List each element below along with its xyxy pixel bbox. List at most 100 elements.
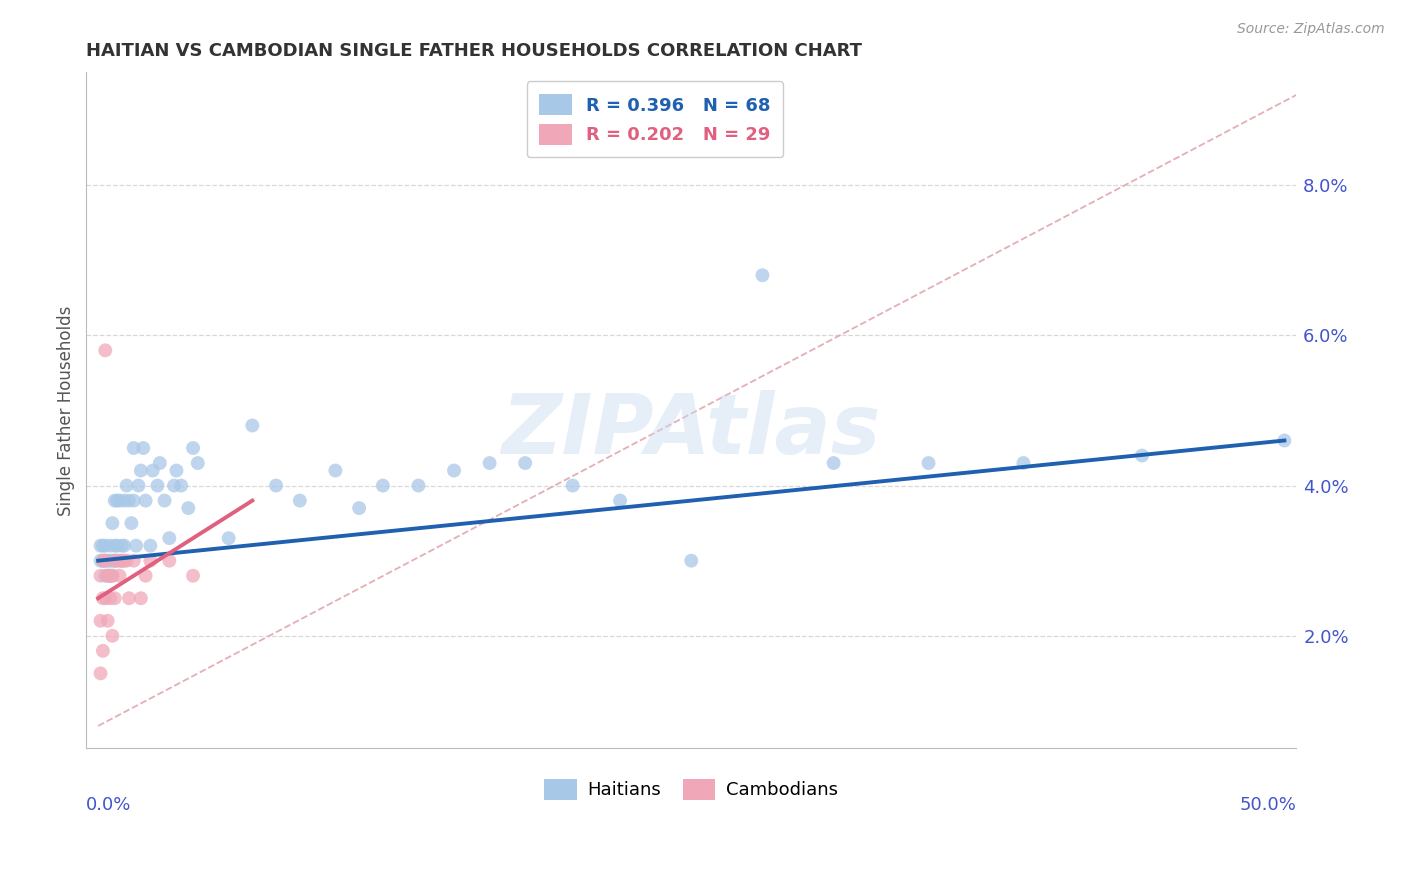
Point <box>97 554 120 568</box>
Point <box>108 493 131 508</box>
Point <box>1130 449 1153 463</box>
Point <box>561 478 583 492</box>
Point <box>146 478 169 492</box>
Point <box>157 554 180 568</box>
Point <box>1274 434 1296 448</box>
Point <box>264 478 287 492</box>
Point <box>609 493 631 508</box>
Point <box>823 456 845 470</box>
Point <box>98 568 121 582</box>
Point <box>94 554 117 568</box>
Point <box>91 554 114 568</box>
Point <box>112 554 135 568</box>
Point <box>122 493 145 508</box>
Point <box>115 478 138 492</box>
Y-axis label: Single Father Households: Single Father Households <box>58 305 75 516</box>
Point <box>89 666 111 681</box>
Text: HAITIAN VS CAMBODIAN SINGLE FATHER HOUSEHOLDS CORRELATION CHART: HAITIAN VS CAMBODIAN SINGLE FATHER HOUSE… <box>86 42 862 60</box>
Point <box>325 464 347 478</box>
Point <box>89 568 111 582</box>
Point <box>127 478 149 492</box>
Point <box>347 501 370 516</box>
Point <box>129 591 152 606</box>
Point <box>240 418 263 433</box>
Point <box>91 539 114 553</box>
Point <box>515 456 537 470</box>
Point <box>129 464 152 478</box>
Point <box>98 554 121 568</box>
Text: 0.0%: 0.0% <box>86 796 132 814</box>
Point <box>89 554 111 568</box>
Point <box>917 456 939 470</box>
Point <box>104 554 127 568</box>
Point <box>187 456 209 470</box>
Point <box>97 568 120 582</box>
Text: Source: ZipAtlas.com: Source: ZipAtlas.com <box>1237 22 1385 37</box>
Point <box>115 554 138 568</box>
Point <box>91 644 114 658</box>
Point <box>681 554 703 568</box>
Point <box>108 554 131 568</box>
Point <box>111 554 134 568</box>
Point <box>142 464 165 478</box>
Point <box>751 268 773 283</box>
Legend: Haitians, Cambodians: Haitians, Cambodians <box>537 772 845 807</box>
Point <box>105 493 128 508</box>
Point <box>122 441 145 455</box>
Point <box>89 614 111 628</box>
Point <box>105 554 128 568</box>
Text: 50.0%: 50.0% <box>1239 796 1296 814</box>
Point <box>104 554 127 568</box>
Point <box>112 493 135 508</box>
Point <box>112 539 135 553</box>
Point <box>101 629 124 643</box>
Point <box>104 539 127 553</box>
Point <box>111 554 134 568</box>
Point <box>118 591 141 606</box>
Point <box>139 554 162 568</box>
Point <box>1012 456 1035 470</box>
Point <box>101 516 124 530</box>
Point <box>170 478 193 492</box>
Point <box>94 591 117 606</box>
Point <box>98 568 121 582</box>
Point <box>288 493 311 508</box>
Point <box>97 614 120 628</box>
Point <box>122 554 145 568</box>
Point <box>94 568 117 582</box>
Point <box>177 501 200 516</box>
Point <box>181 568 204 582</box>
Point <box>101 568 124 582</box>
Point <box>104 591 127 606</box>
Point <box>97 568 120 582</box>
Point <box>108 568 131 582</box>
Point <box>132 441 155 455</box>
Point <box>408 478 430 492</box>
Point <box>153 493 176 508</box>
Point <box>104 493 127 508</box>
Point <box>105 539 128 553</box>
Point <box>478 456 501 470</box>
Point <box>443 464 465 478</box>
Point <box>91 554 114 568</box>
Point <box>120 516 142 530</box>
Point <box>91 591 114 606</box>
Point <box>218 531 240 545</box>
Point <box>101 554 124 568</box>
Point <box>181 441 204 455</box>
Point <box>111 539 134 553</box>
Point <box>98 539 121 553</box>
Point <box>163 478 186 492</box>
Point <box>118 493 141 508</box>
Point <box>135 568 157 582</box>
Point <box>94 539 117 553</box>
Point <box>165 464 187 478</box>
Point <box>98 591 121 606</box>
Point <box>94 554 117 568</box>
Point <box>101 568 124 582</box>
Point <box>125 539 148 553</box>
Point <box>157 531 180 545</box>
Point <box>135 493 157 508</box>
Point <box>89 539 111 553</box>
Point <box>149 456 172 470</box>
